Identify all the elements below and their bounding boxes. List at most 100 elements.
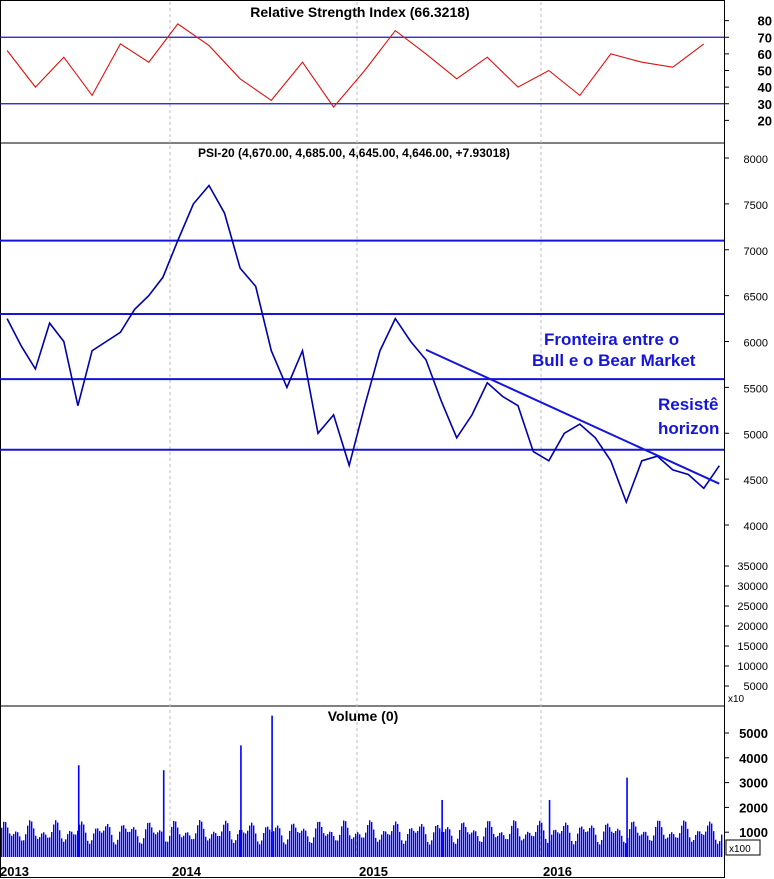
volume-bar [623, 841, 625, 857]
volume-bar [687, 828, 689, 857]
volume-bar [689, 837, 691, 857]
volume-bar [601, 839, 603, 857]
volume-bar [643, 831, 645, 857]
volume-bar [517, 828, 519, 857]
volume-bar [615, 830, 617, 857]
volume-bar [677, 837, 679, 857]
volume-bar [17, 832, 19, 857]
volume-bar [313, 837, 315, 857]
volume-bar [11, 835, 13, 857]
volume-bar [23, 840, 25, 857]
volume-bar [455, 843, 457, 857]
volume-bar [199, 820, 201, 857]
volume-bar [157, 832, 159, 857]
secondary-tick-label: 5000 [744, 681, 768, 693]
volume-bar [203, 828, 205, 857]
volume-bar [551, 834, 553, 857]
volume-bar [125, 828, 127, 857]
volume-bar [351, 838, 353, 857]
volume-bar [407, 833, 409, 857]
volume-bar [583, 829, 585, 857]
price-tick-label: 6500 [744, 292, 768, 304]
volume-bar [65, 839, 67, 857]
volume-bar [177, 827, 179, 857]
volume-bar [131, 828, 133, 857]
volume-bar [443, 831, 445, 857]
volume-bar [375, 837, 377, 857]
volume-bar [557, 832, 559, 857]
volume-bar [581, 826, 583, 857]
volume-bar [397, 824, 399, 857]
volume-bar [539, 820, 541, 857]
volume-bar [569, 832, 571, 857]
price-tick-label: 8000 [744, 154, 768, 166]
volume-bar [243, 832, 245, 857]
volume-bar [521, 840, 523, 857]
volume-bar [251, 822, 253, 857]
volume-bar [707, 825, 709, 857]
volume-bar [25, 834, 27, 857]
annotation-bull-bear: Bull e o Bear Market [532, 351, 696, 370]
volume-bar [645, 831, 647, 857]
volume-panel: Volume (0) 1000 2000 3000 4000 5000 x100 [1, 708, 768, 857]
secondary-tick-label: 15000 [737, 641, 768, 653]
volume-bar [529, 832, 531, 857]
volume-bar [699, 831, 701, 857]
volume-bar [711, 823, 713, 857]
volume-bar [301, 830, 303, 857]
volume-tick-label: 5000 [739, 726, 768, 741]
volume-bar [537, 825, 539, 857]
volume-bar [279, 828, 281, 857]
volume-bar [693, 839, 695, 857]
volume-bar [509, 833, 511, 857]
volume-bar [661, 827, 663, 857]
price-panel: PSI-20 (4,670.00, 4,685.00, 4,645.00, 4,… [0, 146, 768, 705]
volume-bar [219, 835, 221, 857]
volume-bar [619, 830, 621, 857]
volume-bar [567, 825, 569, 857]
volume-spike [441, 799, 443, 857]
volume-bar [85, 832, 87, 857]
volume-bar [357, 832, 359, 857]
volume-bar [111, 834, 113, 857]
volume-bar [599, 844, 601, 857]
volume-bar [277, 825, 279, 857]
volume-bar [233, 842, 235, 857]
volume-bar [329, 831, 331, 857]
volume-bar [451, 835, 453, 857]
volume-bar [121, 825, 123, 857]
volume-bar [97, 828, 99, 857]
volume-tick-label: 2000 [739, 800, 768, 815]
volume-bar [9, 833, 11, 857]
volume-bar [295, 827, 297, 857]
volume-bar [481, 841, 483, 857]
volume-bar [27, 825, 29, 857]
volume-bar [31, 821, 33, 857]
volume-bar [179, 834, 181, 857]
volume-bar [289, 830, 291, 857]
volume-bar [491, 826, 493, 857]
chart-frame [0, 0, 725, 878]
volume-bar [417, 830, 419, 857]
volume-bar [519, 836, 521, 857]
volume-bar [259, 844, 261, 857]
volume-bar [235, 840, 237, 857]
volume-bar [347, 827, 349, 857]
volume-bar [459, 829, 461, 857]
price-tick-label: 7500 [744, 200, 768, 212]
volume-bar [403, 843, 405, 857]
volume-bar [49, 837, 51, 857]
volume-bar [413, 830, 415, 857]
volume-bar [495, 837, 497, 857]
volume-bar [449, 829, 451, 857]
volume-bar [493, 833, 495, 857]
volume-bar [501, 832, 503, 857]
volume-bar [445, 829, 447, 857]
volume-bar [299, 832, 301, 857]
volume-bar [377, 841, 379, 857]
volume-bar [81, 821, 83, 857]
volume-spike [548, 799, 551, 857]
volume-bar [33, 828, 35, 857]
